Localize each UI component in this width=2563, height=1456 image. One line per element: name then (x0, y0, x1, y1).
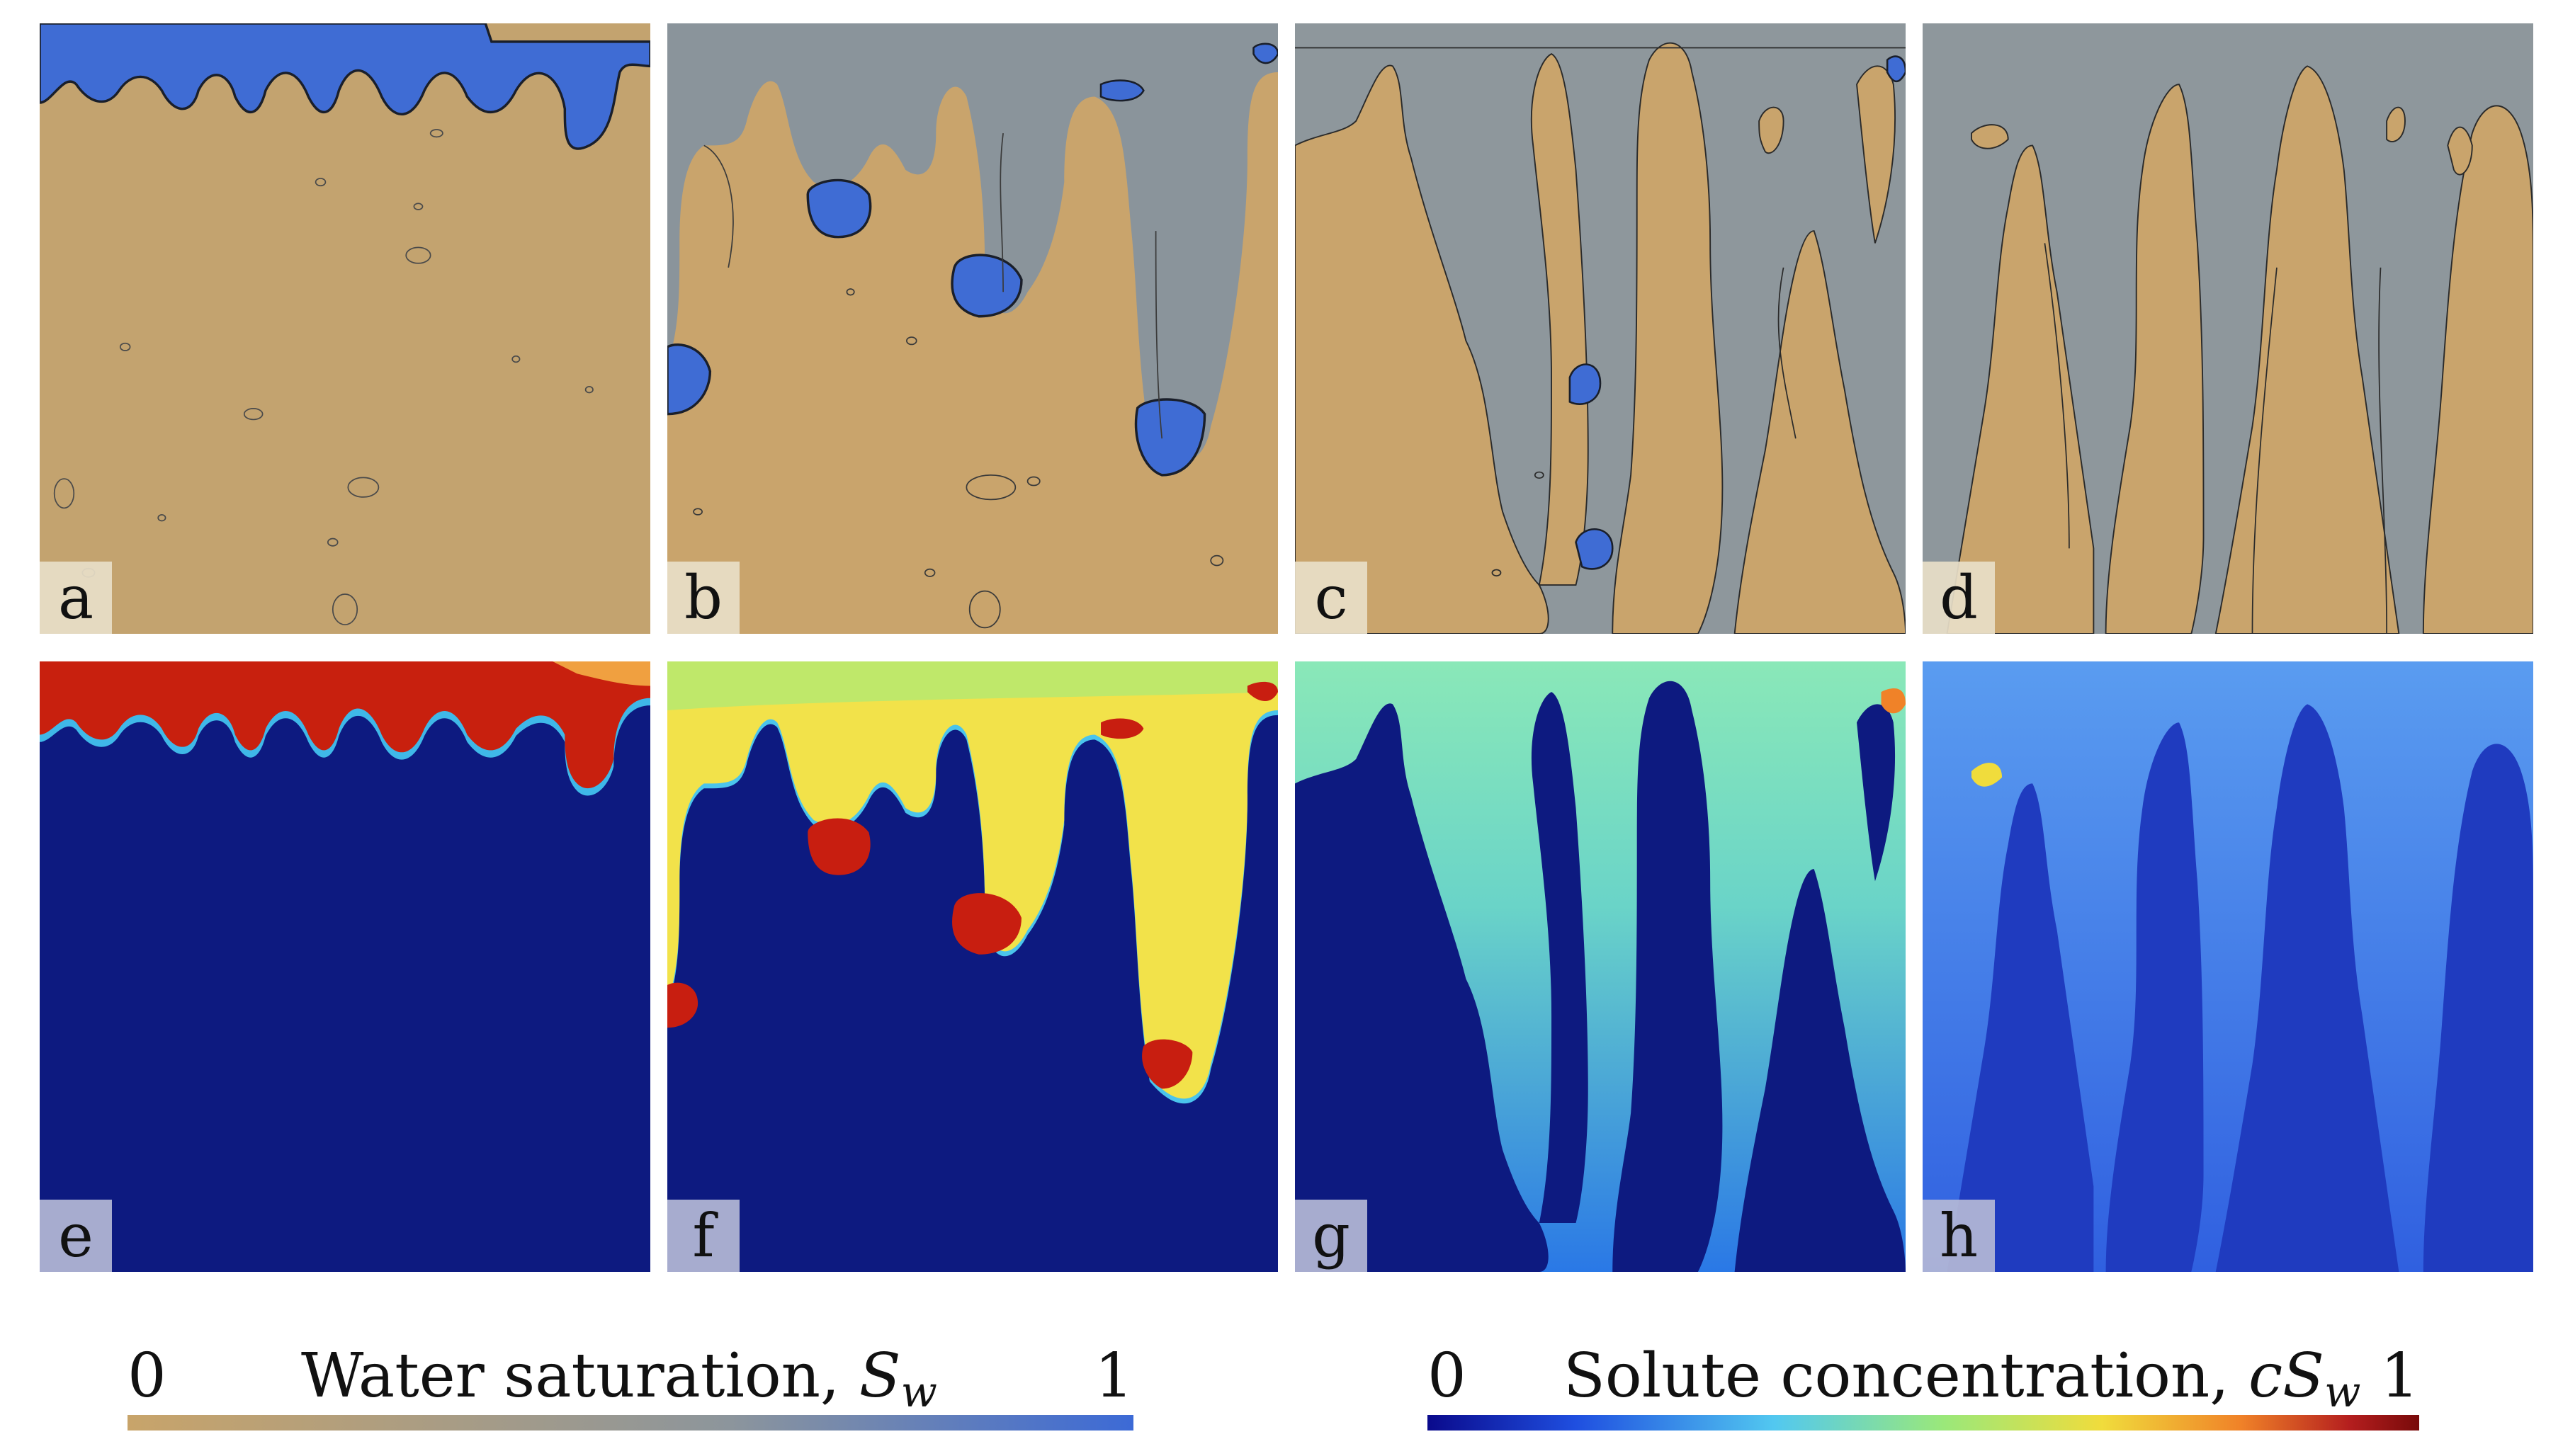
panel-label: b (667, 562, 740, 634)
saturation-colorbar: 0 Water saturation, Sw 1 (128, 1346, 1133, 1431)
concentration-colorbar: 0 Solute concentration, cSw 1 (1427, 1346, 2419, 1431)
panel-g: g (1295, 661, 1906, 1272)
panel-label: h (1923, 1200, 1995, 1272)
colorbar-max-label: 1 (1094, 1341, 1133, 1411)
colorbar-title: Water saturation, Sw (301, 1341, 938, 1417)
concentration-field-h (1923, 661, 2533, 1272)
panel-b: b (667, 23, 1278, 634)
colorbar-max-label: 1 (2380, 1341, 2419, 1411)
colorbar-min-label: 0 (128, 1341, 166, 1411)
saturation-color-scale (128, 1415, 1133, 1431)
saturation-field-c (1295, 23, 1906, 634)
panel-label: a (40, 562, 112, 634)
concentration-field-e (40, 661, 650, 1272)
saturation-field-d (1923, 23, 2533, 634)
panel-label: f (667, 1200, 740, 1272)
panel-c: c (1295, 23, 1906, 634)
panel-label: d (1923, 562, 1995, 634)
panel-a: a (40, 23, 650, 634)
concentration-field-f (667, 661, 1278, 1272)
panel-e: e (40, 661, 650, 1272)
colorbar-min-label: 0 (1427, 1341, 1466, 1411)
panel-d: d (1923, 23, 2533, 634)
panel-f: f (667, 661, 1278, 1272)
concentration-color-scale (1427, 1415, 2419, 1431)
panel-label: e (40, 1200, 112, 1272)
panel-label: g (1295, 1200, 1367, 1272)
panel-label: c (1295, 562, 1367, 634)
panel-h: h (1923, 661, 2533, 1272)
saturation-field-b (667, 23, 1278, 634)
saturation-field-a (40, 23, 650, 634)
concentration-field-g (1295, 661, 1906, 1272)
colorbar-title: Solute concentration, cSw (1563, 1341, 2361, 1417)
